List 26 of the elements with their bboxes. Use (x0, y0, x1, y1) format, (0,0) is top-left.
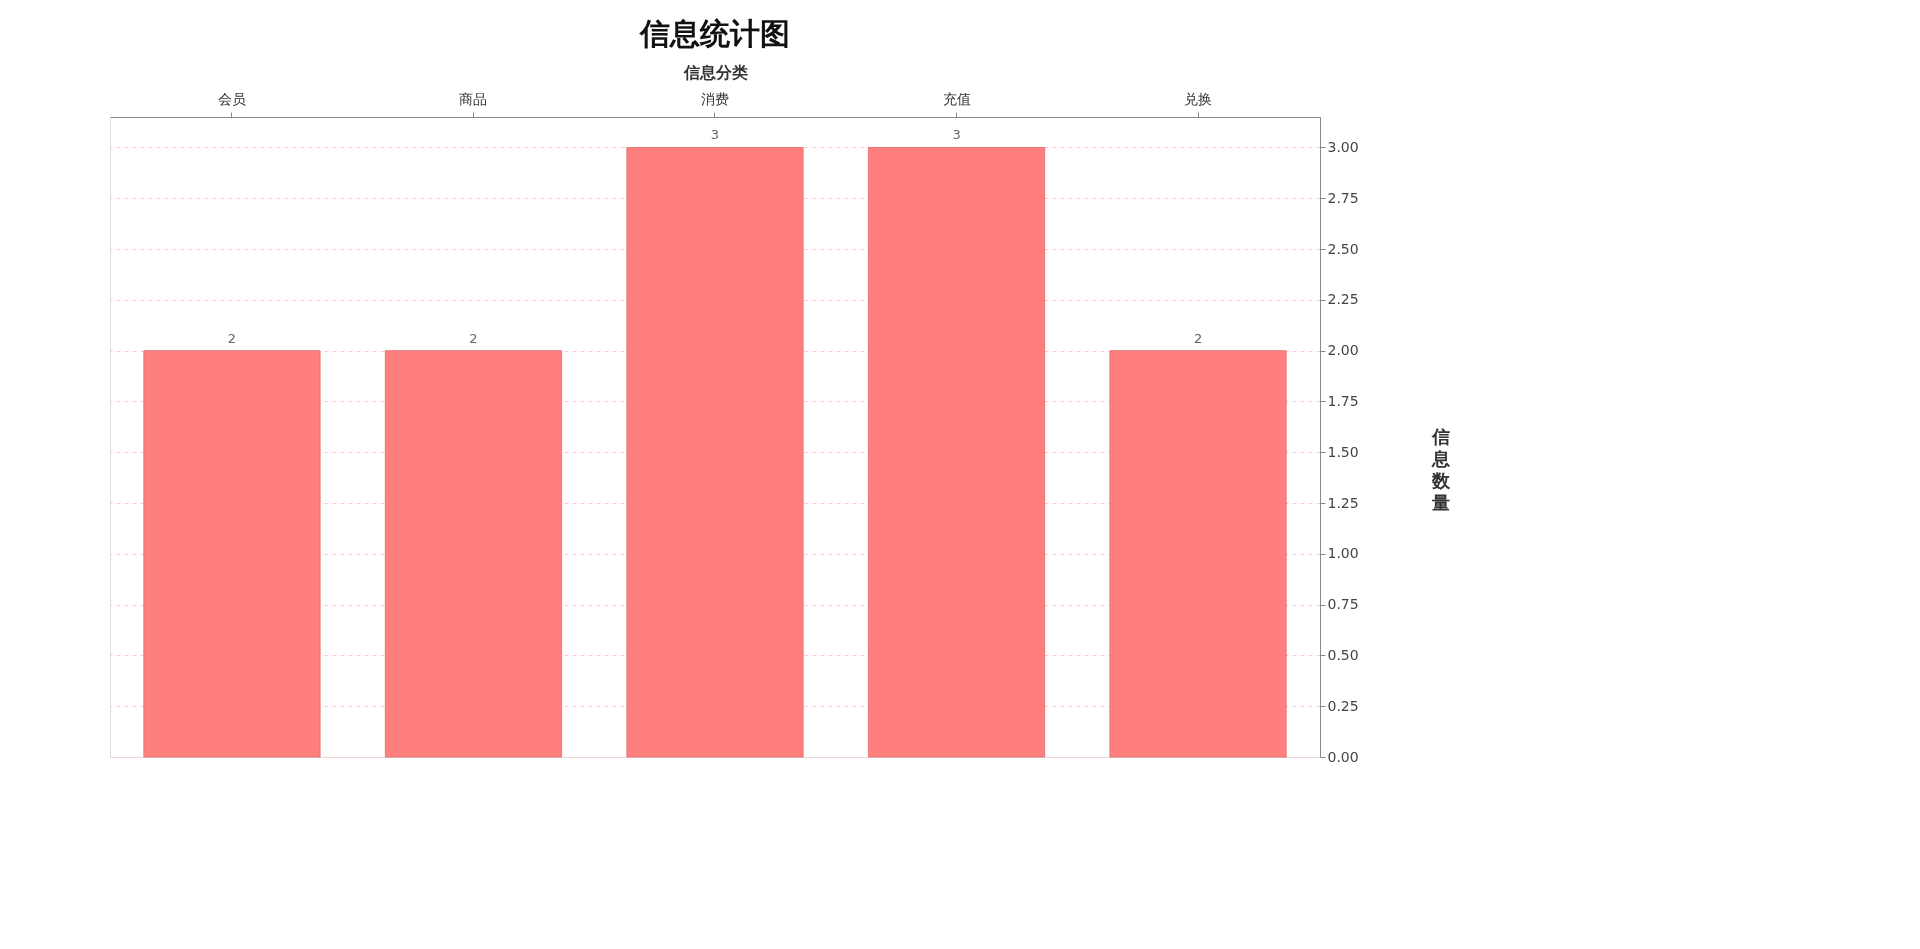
y-tick-label: 0.75 (1327, 596, 1359, 613)
y-tick-label: 2.75 (1327, 189, 1359, 206)
y-tick-label: 0.50 (1327, 646, 1359, 663)
y-tick-label: 2.00 (1327, 342, 1359, 359)
data-label: 3 (952, 127, 961, 143)
x-tick-label: 充值 (942, 90, 971, 107)
data-label: 2 (469, 330, 478, 346)
chart-title: 信息统计图 (639, 16, 790, 51)
data-label: 2 (1193, 330, 1203, 346)
y-tick-label: 2.50 (1327, 240, 1359, 257)
data-label: 3 (710, 127, 720, 143)
y-tick-label: 0.00 (1327, 748, 1359, 765)
y-tick-label: 1.00 (1327, 545, 1359, 562)
y-tick-label: 1.50 (1327, 443, 1359, 460)
data-label: 2 (227, 330, 237, 346)
y-tick-label: 1.75 (1327, 392, 1359, 409)
x-axis-title: 信息分类 (682, 62, 748, 82)
y-axis-title: 信息数量 (1430, 425, 1451, 513)
x-tick-label: 消费 (701, 90, 729, 107)
x-tick-label: 会员 (217, 90, 246, 107)
y-tick-label: 1.25 (1327, 494, 1359, 511)
x-tick-label: 商品 (459, 90, 488, 107)
y-tick-label: 3.00 (1327, 138, 1359, 155)
y-tick-label: 2.25 (1327, 291, 1359, 308)
y-tick-label: 0.25 (1327, 697, 1359, 714)
x-tick-label: 兑换 (1184, 90, 1213, 107)
